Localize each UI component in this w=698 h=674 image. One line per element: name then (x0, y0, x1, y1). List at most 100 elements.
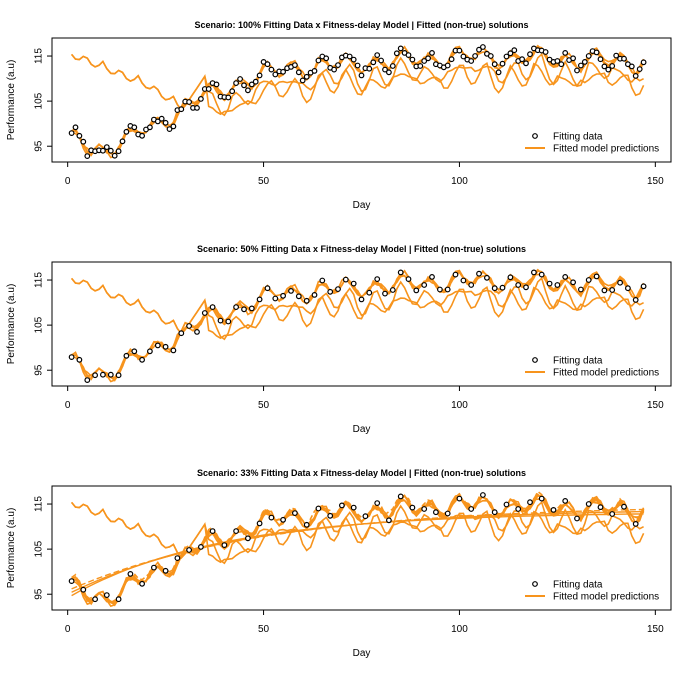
plot-frame (51, 37, 672, 163)
x-tick-label: 100 (451, 176, 468, 187)
data-point (146, 348, 153, 355)
chart-title: Scenario: 100% Fitting Data x Fitness-de… (194, 20, 528, 30)
data-point (186, 99, 193, 105)
x-tick-label: 50 (258, 400, 270, 411)
data-point (346, 53, 353, 60)
data-point (123, 128, 130, 135)
y-tick-label: 115 (34, 272, 45, 288)
data-point (495, 69, 502, 76)
data-point (609, 287, 616, 293)
legend-point-marker (532, 133, 538, 139)
x-tick-label: 150 (647, 176, 664, 187)
data-point (585, 501, 592, 507)
data-point (527, 499, 533, 506)
data-point (131, 124, 138, 131)
data-point (378, 57, 385, 64)
data-point (209, 528, 216, 534)
data-point (295, 293, 302, 300)
data-point (115, 372, 122, 379)
legend-label-points: Fitting data (553, 580, 603, 591)
data-point (405, 52, 412, 58)
data-point (393, 50, 400, 57)
data-point (205, 86, 212, 92)
data-point (542, 49, 549, 55)
data-point (103, 592, 110, 598)
data-point (491, 61, 498, 68)
data-point (162, 343, 169, 350)
data-point (460, 277, 467, 284)
data-point (601, 287, 608, 294)
x-axis-label: Day (353, 200, 371, 211)
x-tick-label: 0 (65, 400, 71, 411)
data-point (597, 56, 604, 63)
data-point (103, 144, 110, 151)
data-point (374, 500, 381, 507)
data-point (397, 269, 404, 276)
data-point (515, 282, 522, 288)
series-group (68, 268, 647, 384)
data-point (311, 292, 318, 298)
data-point (519, 56, 525, 63)
data-point (632, 72, 639, 79)
legend-point-marker (532, 357, 538, 363)
data-point (515, 506, 522, 512)
data-point (605, 66, 612, 73)
data-point (468, 506, 475, 512)
data-point (264, 285, 271, 292)
data-point (194, 329, 200, 335)
data-point (327, 288, 334, 295)
y-axis-label: Performance (a.u) (6, 284, 17, 365)
legend-label-line: Fitted model predictions (553, 144, 659, 155)
data-point (562, 274, 569, 280)
data-point (68, 578, 75, 584)
legend-label-points: Fitting data (553, 356, 603, 367)
data-point (209, 304, 216, 311)
data-point (264, 61, 271, 68)
legend-point-marker (532, 581, 538, 587)
data-point (389, 287, 396, 293)
data-point (429, 274, 435, 280)
data-point (303, 521, 310, 528)
y-tick-label: 115 (34, 496, 45, 512)
data-point (146, 124, 153, 131)
data-point (480, 492, 486, 498)
data-point (374, 52, 381, 58)
data-point (225, 94, 232, 101)
data-point (397, 45, 404, 52)
data-point (546, 280, 553, 287)
data-point (72, 124, 79, 131)
data-point (444, 62, 451, 69)
data-point (237, 76, 244, 82)
data-point (409, 504, 416, 511)
data-point (417, 63, 424, 69)
model-line (71, 490, 645, 604)
data-point (538, 495, 545, 502)
data-point (460, 53, 467, 60)
data-point (558, 61, 565, 68)
data-point (331, 66, 338, 73)
data-point (292, 510, 298, 516)
data-point (229, 88, 236, 95)
data-point (523, 284, 529, 291)
data-point (174, 555, 181, 561)
data-point (139, 356, 146, 363)
data-point (476, 270, 482, 277)
data-point (241, 82, 247, 89)
data-point (511, 47, 518, 54)
data-point (597, 504, 604, 511)
data-point (413, 287, 420, 294)
data-point (244, 87, 251, 94)
data-point (468, 58, 475, 64)
model-line (70, 53, 645, 116)
data-point (507, 50, 514, 57)
data-point (342, 276, 349, 283)
data-point (562, 498, 569, 504)
data-point (487, 53, 494, 59)
data-point (107, 147, 114, 154)
data-point (531, 269, 537, 276)
data-point (421, 282, 428, 288)
data-point (272, 295, 279, 302)
data-point (162, 567, 169, 574)
